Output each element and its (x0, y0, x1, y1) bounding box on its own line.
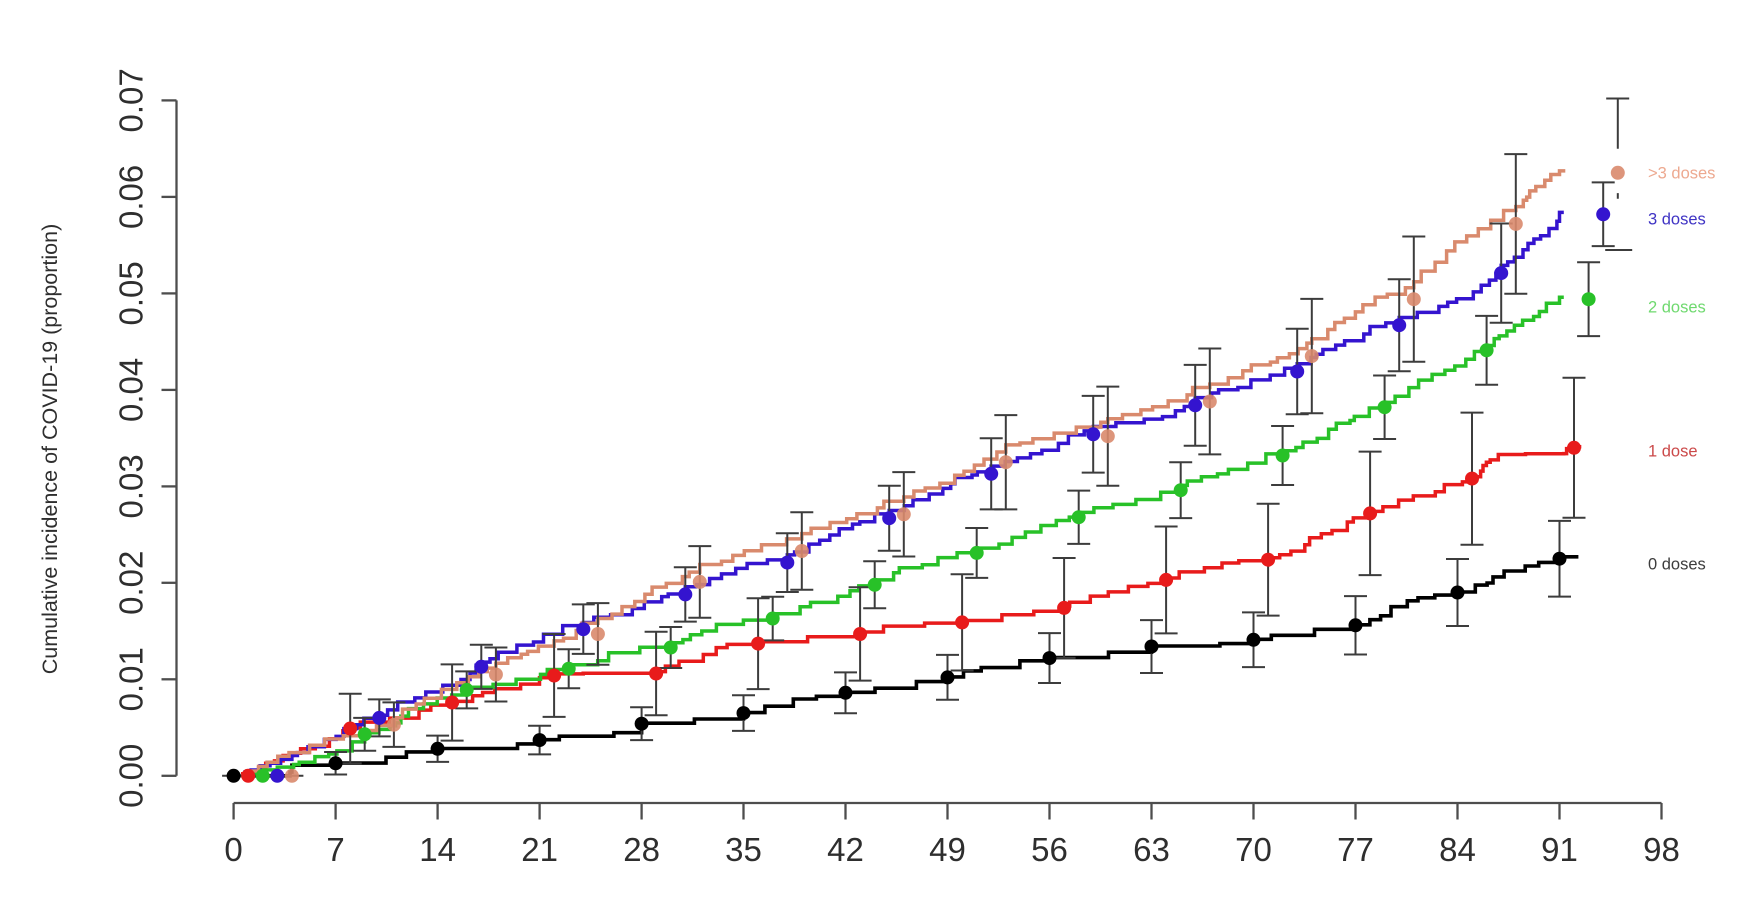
svg-text:98: 98 (1643, 831, 1680, 868)
svg-text:0: 0 (224, 831, 242, 868)
svg-text:0.01: 0.01 (113, 647, 150, 711)
svg-text:Cumulative incidence of COVID-: Cumulative incidence of COVID-19 (propor… (38, 224, 62, 675)
svg-text:0 doses: 0 doses (1648, 556, 1706, 574)
svg-text:0.03: 0.03 (113, 454, 150, 518)
svg-text:1 dose: 1 dose (1648, 443, 1698, 461)
svg-text:0.02: 0.02 (113, 551, 150, 615)
svg-text:21: 21 (521, 831, 558, 868)
svg-text:63: 63 (1133, 831, 1170, 868)
svg-text:42: 42 (827, 831, 864, 868)
svg-text:70: 70 (1235, 831, 1272, 868)
svg-text:49: 49 (929, 831, 966, 868)
svg-text:2 doses: 2 doses (1648, 299, 1706, 317)
svg-text:0.04: 0.04 (113, 358, 150, 422)
svg-text:0.05: 0.05 (113, 261, 150, 325)
svg-text:84: 84 (1439, 831, 1476, 868)
svg-text:3 doses: 3 doses (1648, 211, 1706, 229)
svg-text:91: 91 (1541, 831, 1578, 868)
svg-text:77: 77 (1337, 831, 1374, 868)
svg-text:0.00: 0.00 (113, 744, 150, 808)
svg-text:28: 28 (623, 831, 660, 868)
svg-text:0.07: 0.07 (113, 68, 150, 132)
svg-text:14: 14 (419, 831, 456, 868)
svg-text:0.06: 0.06 (113, 165, 150, 229)
svg-text:7: 7 (326, 831, 344, 868)
svg-text:56: 56 (1031, 831, 1068, 868)
svg-text:>3 doses: >3 doses (1648, 165, 1715, 183)
svg-text:35: 35 (725, 831, 762, 868)
